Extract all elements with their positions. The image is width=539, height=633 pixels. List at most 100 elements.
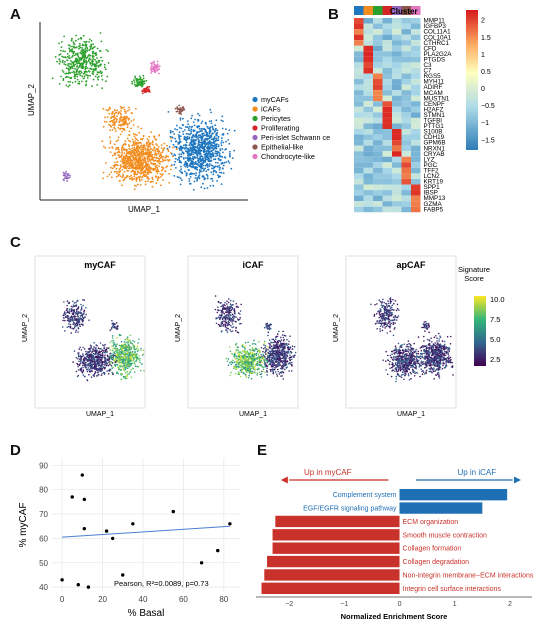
signature-point [99, 342, 102, 344]
signature-point [92, 352, 95, 355]
umap-point [180, 155, 183, 158]
heatmap-cell [363, 162, 373, 168]
umap-point [205, 143, 208, 146]
signature-point [279, 358, 281, 361]
umap-point [159, 152, 162, 154]
heatmap-cell [411, 151, 421, 157]
heatmap-cell [401, 140, 411, 146]
signature-point [267, 349, 269, 351]
heatmap-cell [363, 129, 373, 135]
heatmap-cell [354, 201, 364, 207]
umap-point [191, 157, 194, 160]
signature-point [269, 370, 272, 373]
umap-point [173, 175, 176, 177]
umap-point [192, 142, 195, 145]
umap-point [197, 164, 200, 167]
umap-point [137, 176, 140, 178]
signature-point [280, 339, 283, 341]
signature-point [71, 317, 74, 319]
umap-point [162, 155, 165, 158]
umap-point [214, 130, 216, 132]
heatmap-cell [354, 151, 364, 157]
signature-point [82, 299, 84, 301]
heatmap-cell [363, 184, 373, 191]
signature-point [234, 363, 237, 366]
umap-point [111, 146, 114, 149]
umap-point [147, 166, 150, 169]
signature-point [260, 376, 263, 378]
umap-point [216, 129, 219, 132]
umap-point [206, 158, 209, 161]
signature-x-label: UMAP_1 [239, 411, 267, 418]
umap-point [180, 149, 183, 152]
umap-point [192, 121, 195, 123]
signature-point [77, 369, 80, 371]
umap-point [123, 167, 126, 169]
umap-point [221, 155, 224, 158]
umap-point [210, 122, 213, 125]
umap-point [227, 139, 230, 141]
heatmap-cell [382, 129, 392, 135]
signature-point [268, 339, 271, 341]
signature-point [90, 376, 93, 378]
umap-point [140, 144, 143, 147]
signature-point [89, 349, 91, 351]
heatmap-cell [354, 156, 364, 163]
signature-point [91, 348, 94, 350]
signature-point [85, 313, 87, 316]
umap-point [179, 170, 181, 172]
signature-point [70, 310, 73, 313]
signature-point [143, 370, 145, 372]
signature-point [86, 368, 88, 371]
signature-point [78, 352, 80, 354]
signature-point [258, 364, 261, 366]
signature-point [278, 355, 280, 358]
signature-point [282, 360, 284, 362]
signature-point [278, 347, 280, 350]
umap-point [136, 165, 138, 168]
signature-point [82, 320, 84, 323]
heatmap-cell [373, 112, 383, 118]
umap-point [200, 136, 203, 139]
signature-point [284, 360, 286, 363]
signature-point [97, 373, 100, 376]
heatmap-cell [392, 67, 402, 74]
heatmap-cell [382, 134, 392, 141]
umap-point [123, 149, 126, 151]
signature-point [138, 355, 140, 357]
signature-point [241, 363, 243, 366]
heatmap-cell [382, 151, 392, 157]
signature-point [281, 352, 284, 354]
signature-point [113, 354, 116, 357]
umap-point [212, 128, 215, 131]
signature-point [131, 342, 133, 345]
signature-panels: myCAFUMAP_1UMAP_2iCAFUMAP_1UMAP_2apCAFUM… [22, 255, 457, 418]
heatmap-cell [401, 40, 411, 46]
umap-point [127, 139, 130, 142]
umap-point [147, 148, 150, 151]
heatmap-cell [401, 156, 411, 163]
umap-point [128, 145, 131, 148]
signature-title: iCAF [243, 260, 264, 270]
signature-point [126, 373, 129, 375]
umap-point [196, 166, 199, 169]
signature-point [82, 369, 85, 371]
umap-point [136, 134, 138, 136]
umap-point [191, 114, 194, 117]
signature-point [120, 365, 122, 368]
umap-point [181, 179, 183, 182]
signature-point [281, 345, 283, 348]
colorbar-tick: −1.5 [481, 137, 495, 144]
heatmap-cell [382, 40, 392, 46]
heatmap-cell [382, 140, 392, 146]
signature-point [267, 334, 269, 337]
umap-point [159, 173, 162, 176]
signature-point [105, 348, 108, 351]
heatmap-cell [392, 56, 402, 63]
signature-point [94, 361, 96, 363]
signature-point [272, 341, 274, 344]
umap-point [229, 150, 231, 153]
signature-point [288, 362, 291, 364]
signature-point [129, 341, 132, 344]
signature-point [65, 309, 68, 312]
